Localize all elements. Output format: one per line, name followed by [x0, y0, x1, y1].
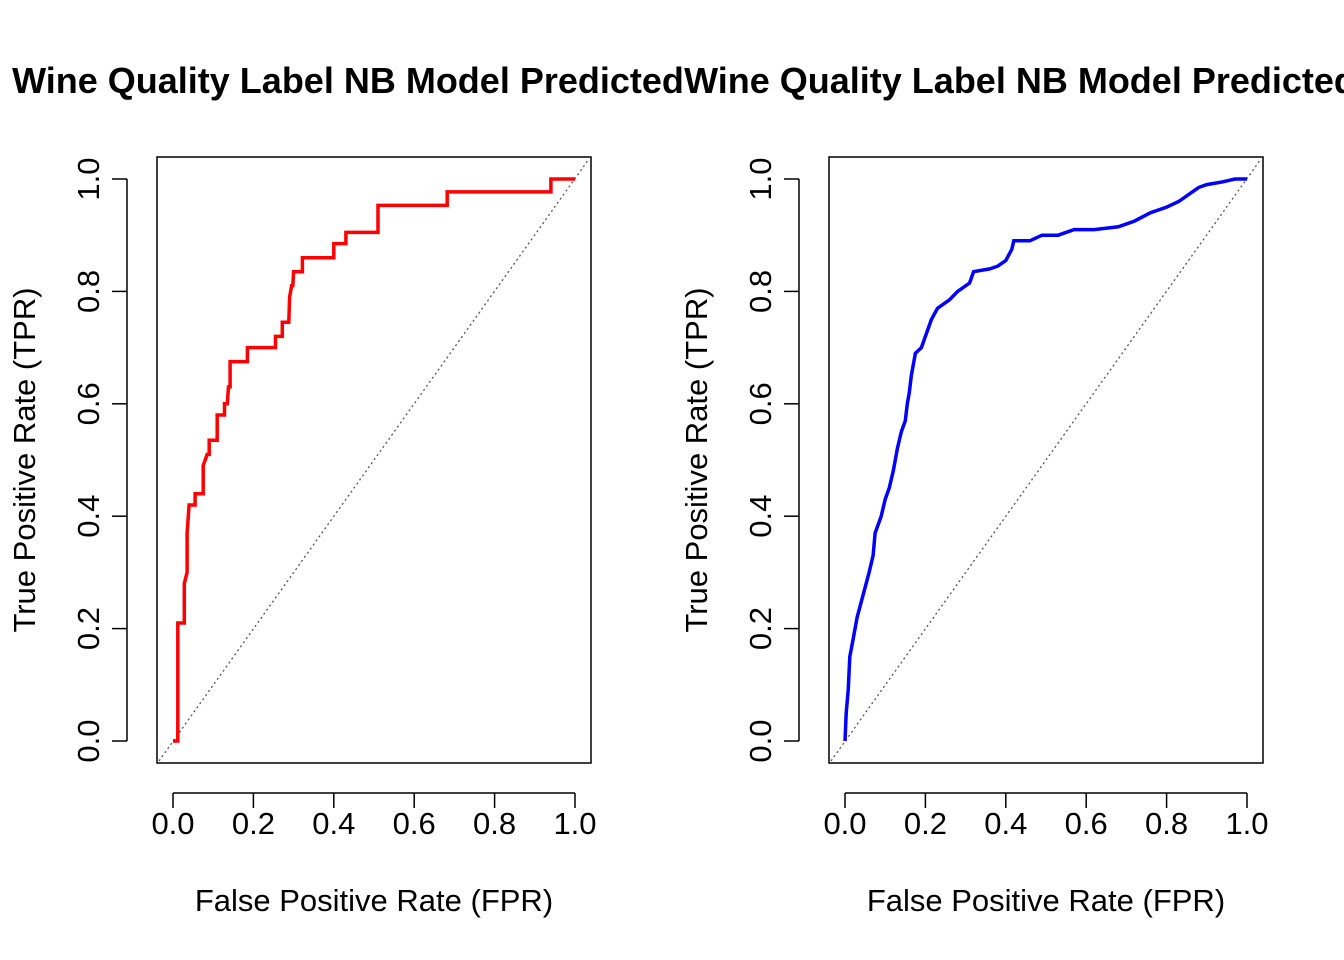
x-tick-label: 1.0 [1225, 806, 1268, 841]
x-tick-label: 0.4 [984, 806, 1027, 841]
y-tick-label: 0.2 [743, 607, 778, 650]
y-tick-label: 0.0 [743, 719, 778, 762]
x-tick-label: 0.8 [1145, 806, 1188, 841]
chart-title: Wine Quality Label NB Model Predicted [684, 60, 1344, 101]
x-axis-title: False Positive Rate (FPR) [867, 883, 1225, 918]
y-tick-label: 0.6 [743, 382, 778, 425]
reference-diagonal-line [158, 158, 590, 762]
x-tick-label: 0.6 [393, 806, 436, 841]
x-tick-label: 0.0 [151, 806, 194, 841]
roc-panel-right: Wine Quality Label NB Model Predicted 0.0… [679, 60, 1344, 918]
y-axis-title: True Positive Rate (TPR) [7, 287, 42, 632]
x-tick-label: 0.0 [823, 806, 866, 841]
plot-frame [828, 156, 1264, 764]
reference-diagonal-line [830, 158, 1262, 762]
roc-curve-line [173, 177, 575, 743]
y-tick-label: 0.8 [71, 270, 106, 313]
chart-title: Wine Quality Label NB Model Predicted [12, 60, 684, 101]
y-axis-title: True Positive Rate (TPR) [679, 287, 714, 632]
y-tick-label: 1.0 [743, 157, 778, 200]
x-tick-label: 0.4 [312, 806, 355, 841]
x-tick-label: 1.0 [553, 806, 596, 841]
y-tick-label: 0.4 [743, 495, 778, 538]
x-tick-label: 0.6 [1065, 806, 1108, 841]
y-tick-label: 0.6 [71, 382, 106, 425]
x-tick-label: 0.2 [232, 806, 275, 841]
x-axis-title: False Positive Rate (FPR) [195, 883, 553, 918]
y-tick-label: 0.0 [71, 719, 106, 762]
plot-frame [156, 156, 592, 764]
x-tick-label: 0.8 [473, 806, 516, 841]
y-tick-label: 0.8 [743, 270, 778, 313]
y-tick-label: 0.2 [71, 607, 106, 650]
roc-panel-left: Wine Quality Label NB Model Predicted 0.0… [7, 60, 684, 918]
x-tick-label: 0.2 [904, 806, 947, 841]
y-tick-label: 1.0 [71, 157, 106, 200]
roc-curve-line [843, 177, 1247, 742]
y-tick-label: 0.4 [71, 495, 106, 538]
